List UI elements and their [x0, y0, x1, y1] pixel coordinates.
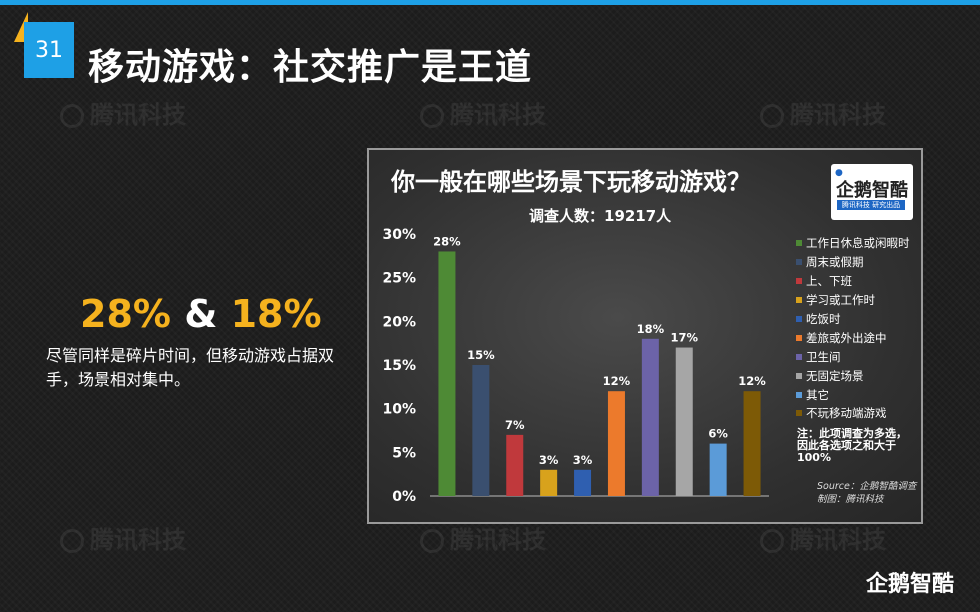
bar-value-label: 12% — [738, 374, 766, 388]
bar-value-label: 12% — [603, 374, 631, 388]
highlight-stat: 28% & 18% — [80, 292, 322, 336]
legend-swatch — [796, 240, 802, 247]
legend-label: 上、下班 — [806, 274, 852, 289]
legend-item: 差旅或外出途中 — [796, 328, 910, 347]
bar — [607, 391, 625, 496]
legend-swatch — [796, 391, 802, 398]
legend-swatch — [796, 353, 802, 360]
legend-item: 无固定场景 — [796, 366, 910, 385]
legend-label: 周末或假期 — [806, 255, 864, 270]
watermark: 腾讯科技 — [760, 520, 886, 555]
source-line: Source：企鹅智酷调查 — [817, 481, 917, 492]
footer-brand: 企鹅智酷 — [866, 566, 954, 598]
bar — [540, 469, 558, 496]
chart-note: 注：此项调查为多选，因此各选项之和大于100% — [797, 427, 907, 464]
bar-value-label: 3% — [573, 453, 593, 467]
legend-label: 其它 — [806, 387, 829, 402]
page-number: 31 — [35, 37, 63, 63]
legend-label: 不玩移动端游戏 — [806, 406, 887, 421]
bar — [506, 434, 524, 496]
bar — [675, 347, 693, 496]
credit-line: 制图：腾讯科技 — [817, 494, 884, 505]
watermark: 腾讯科技 — [420, 95, 546, 130]
legend-item: 工作日休息或闲暇时 — [796, 234, 910, 253]
bar-chart: 0% 5% 10% 15% 20% 25% 30% 28% 15% 7% 3% 3% 12% 18% 17%… — [382, 227, 769, 505]
logo-subtext: 腾讯科技 研究出品 — [837, 200, 905, 210]
bar — [438, 251, 456, 496]
top-accent-bar — [0, 0, 980, 5]
y-tick-label: 0% — [392, 489, 416, 505]
bar — [472, 365, 490, 496]
watermark: 腾讯科技 — [760, 95, 886, 130]
legend-item: 周末或假期 — [796, 253, 910, 272]
highlight-value-1: 28% — [80, 292, 171, 336]
bar — [743, 391, 761, 496]
bar-value-label: 7% — [505, 418, 525, 432]
bar-value-label: 18% — [637, 322, 665, 336]
legend-item: 其它 — [796, 385, 910, 404]
legend-swatch — [796, 334, 802, 341]
legend-item: 卫生间 — [796, 347, 910, 366]
highlight-value-2: 18% — [230, 292, 322, 336]
watermark: 腾讯科技 — [420, 520, 546, 555]
watermark: 腾讯科技 — [60, 95, 186, 130]
legend-label: 学习或工作时 — [806, 293, 875, 308]
page-title: 移动游戏：社交推广是王道 — [88, 47, 533, 88]
legend-item: 吃饭时 — [796, 310, 910, 329]
chart-source: Source：企鹅智酷调查 制图：腾讯科技 — [817, 480, 916, 506]
legend-label: 差旅或外出途中 — [806, 330, 887, 345]
logo-badge: ● 企鹅智酷 腾讯科技 研究出品 — [831, 164, 913, 220]
bar — [709, 443, 727, 496]
legend-swatch — [796, 259, 802, 266]
legend-label: 卫生间 — [806, 349, 841, 364]
brand-logo-text: 企鹅智酷 — [866, 572, 955, 597]
logo-text: 企鹅智酷 — [836, 180, 908, 201]
bar — [641, 338, 659, 496]
y-tick-label: 10% — [382, 402, 416, 418]
legend-swatch — [796, 278, 802, 285]
bar — [574, 469, 592, 496]
bar-value-label: 3% — [539, 453, 559, 467]
highlight-description: 尽管同样是碎片时间，但移动游戏占据双手，场景相对集中。 — [46, 346, 335, 389]
bar-value-label: 28% — [433, 234, 461, 248]
chart-panel: 0% 5% 10% 15% 20% 25% 30% 28% 15% 7% 3% 3% 12% 18% 17%… — [367, 148, 923, 524]
legend-item: 学习或工作时 — [796, 291, 910, 310]
y-tick-label: 25% — [382, 271, 416, 287]
chart-legend: 工作日休息或闲暇时 周末或假期上、下班学习或工作时 吃饭时差旅或外出途中 卫生间无固定… — [796, 234, 910, 423]
highlight-ampersand: & — [184, 292, 218, 336]
y-tick-label: 5% — [392, 445, 416, 461]
watermark: 腾讯科技 — [60, 520, 186, 555]
legend-swatch — [796, 316, 802, 322]
penguin-icon: ● — [835, 168, 843, 178]
legend-item: 上、下班 — [796, 272, 910, 291]
legend-label: 吃饭时 — [806, 312, 841, 326]
legend-item: 不玩移动端游戏 — [796, 404, 910, 423]
y-tick-label: 30% — [382, 227, 416, 243]
legend-swatch — [796, 297, 802, 304]
legend-label: 无固定场景 — [806, 368, 864, 383]
chart-subtitle: 调查人数：19217人 — [529, 207, 672, 225]
legend-swatch — [796, 372, 802, 379]
page-number-badge: 31 — [14, 12, 76, 82]
y-tick-label: 15% — [382, 358, 416, 374]
bar-value-label: 15% — [467, 348, 495, 362]
legend-label: 工作日休息或闲暇时 — [806, 236, 910, 251]
chart-title: 你一般在哪些场景下玩移动游戏？ — [391, 168, 751, 196]
bar-value-label: 17% — [670, 331, 698, 345]
legend-swatch — [796, 410, 802, 417]
bar-value-label: 6% — [708, 427, 728, 441]
y-tick-label: 20% — [382, 314, 416, 330]
